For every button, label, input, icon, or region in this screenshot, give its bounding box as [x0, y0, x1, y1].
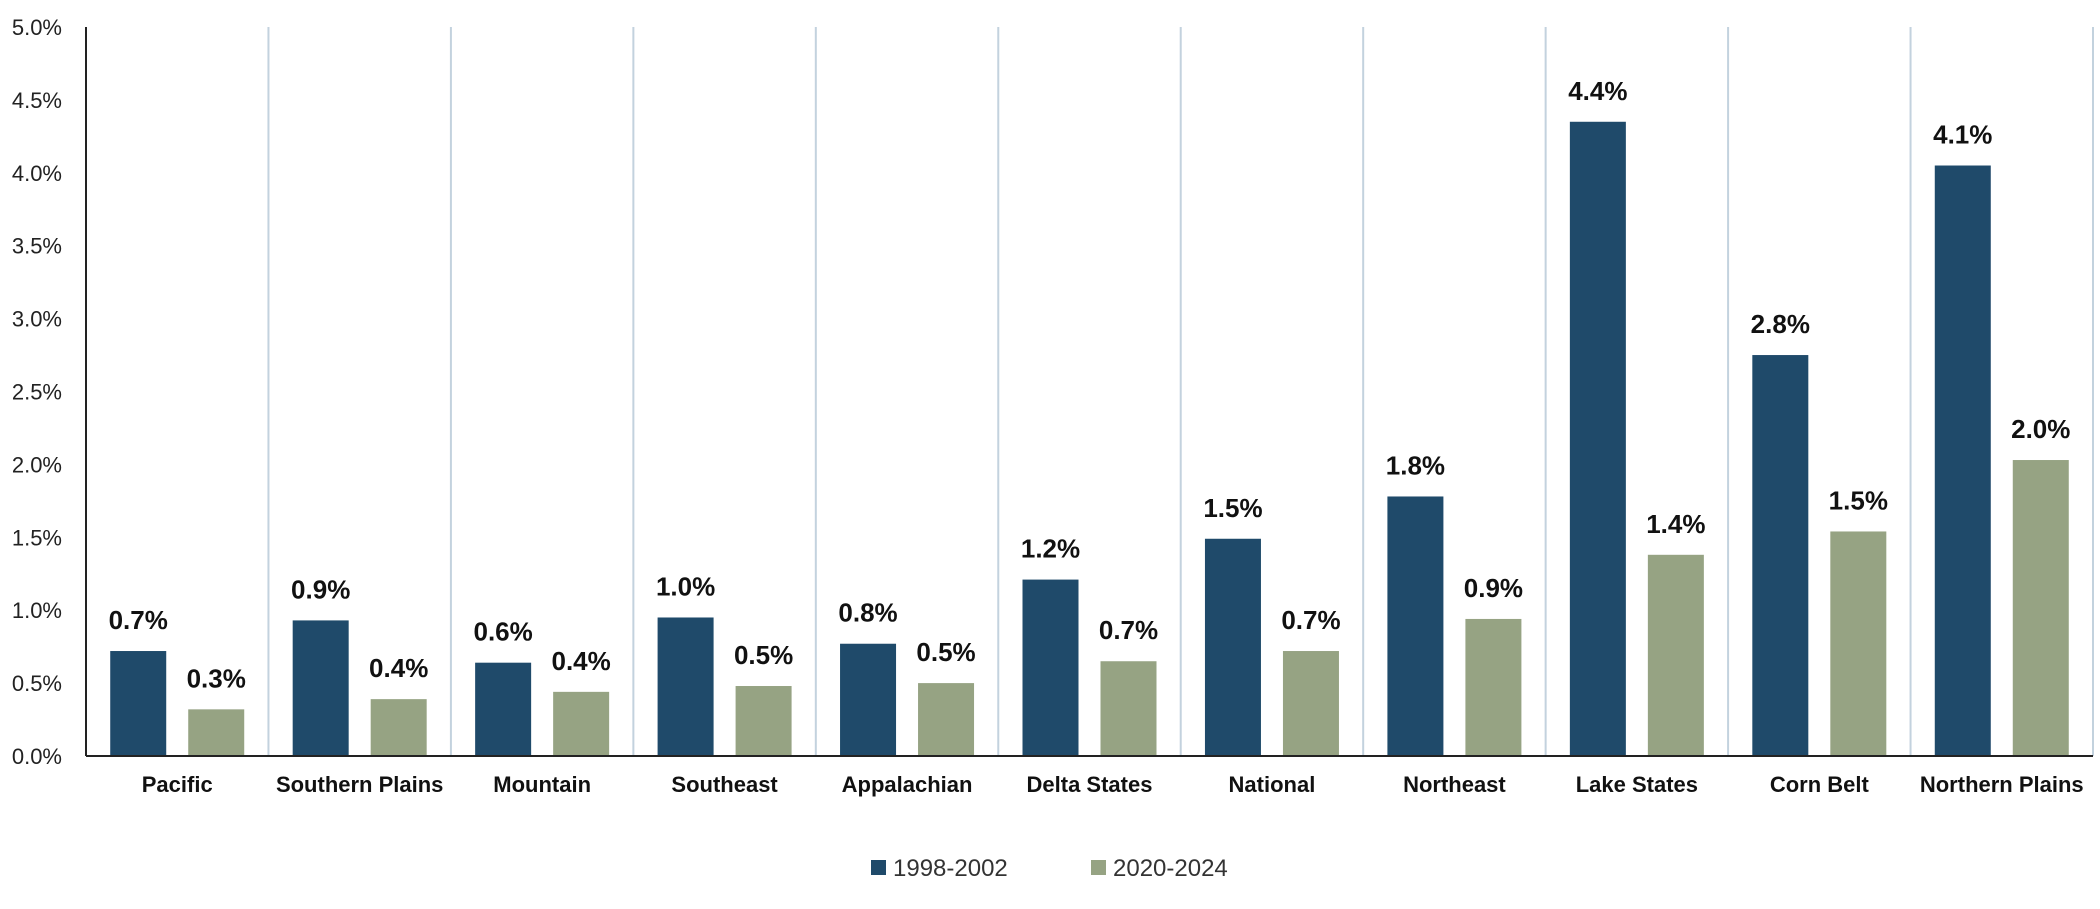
data-labels: 0.7% 0.3% 0.9% 0.4% 0.6% 0.4% 1.0% 0.5% 0.8% 0.5%…	[109, 76, 2071, 694]
bar-series2	[1465, 618, 1522, 756]
bar-series2	[1100, 661, 1157, 756]
y-tick-label: 3.5%	[12, 234, 62, 259]
y-tick-label: 2.5%	[12, 380, 62, 405]
y-tick-label: 2.0%	[12, 452, 62, 477]
bar-series1	[1204, 538, 1261, 756]
data-label: 2.0%	[2011, 414, 2070, 444]
data-label: 0.8%	[838, 598, 897, 628]
bars	[110, 121, 2069, 756]
bar-series2	[2012, 460, 2069, 756]
y-tick-label: 5.0%	[12, 15, 62, 40]
legend-swatch	[1091, 860, 1106, 875]
bar-series1	[1752, 355, 1809, 756]
bar-series1	[292, 620, 349, 756]
y-axis: 0.0% 0.5% 1.0% 1.5% 2.0% 2.5% 3.0% 3.5% 4.0% 4.5%…	[12, 15, 87, 769]
y-tick-label: 0.5%	[12, 671, 62, 696]
bar-series1	[110, 651, 167, 756]
y-tick-label: 1.5%	[12, 525, 62, 550]
bar-series1	[657, 617, 714, 756]
data-label: 0.9%	[1464, 573, 1523, 603]
x-category-label: Mountain	[493, 772, 591, 797]
bar-series1	[475, 662, 532, 756]
x-category-label: Lake States	[1576, 772, 1698, 797]
bar-series2	[553, 691, 610, 756]
data-label: 1.5%	[1829, 485, 1888, 515]
bar-series2	[370, 699, 427, 756]
data-label: 1.8%	[1386, 450, 1445, 480]
data-label: 1.2%	[1021, 534, 1080, 564]
legend-label: 1998-2002	[893, 855, 1008, 882]
data-label: 0.7%	[1099, 615, 1158, 645]
x-axis: Pacific Southern Plains Mountain Southeast A…	[86, 755, 2093, 797]
bar-series1	[1934, 165, 1991, 756]
data-label: 1.0%	[656, 571, 715, 601]
data-label: 0.9%	[291, 574, 350, 604]
data-label: 2.8%	[1751, 309, 1810, 339]
x-category-label: Corn Belt	[1770, 772, 1870, 797]
data-label: 0.4%	[552, 646, 611, 676]
x-category-label: Southeast	[671, 772, 778, 797]
category-separators	[267, 27, 2094, 756]
legend: 1998-2002 2020-2024	[871, 855, 1228, 882]
data-label: 0.6%	[474, 617, 533, 647]
bar-series2	[1830, 531, 1887, 756]
x-category-label: Appalachian	[842, 772, 973, 797]
legend-label: 2020-2024	[1113, 855, 1228, 882]
bar-series1	[1022, 579, 1079, 756]
data-label: 0.4%	[369, 653, 428, 683]
y-tick-label: 4.5%	[12, 88, 62, 113]
data-label: 0.5%	[916, 637, 975, 667]
data-label: 4.1%	[1933, 120, 1992, 150]
data-label: 1.4%	[1646, 509, 1705, 539]
bar-series2	[735, 686, 792, 756]
y-tick-label: 0.0%	[12, 744, 62, 769]
data-label: 0.7%	[109, 605, 168, 635]
bar-series1	[1387, 496, 1444, 756]
x-category-label: Pacific	[142, 772, 213, 797]
y-tick-label: 1.0%	[12, 598, 62, 623]
x-category-label: Northeast	[1403, 772, 1506, 797]
bar-series2	[1282, 651, 1339, 756]
legend-swatch	[871, 860, 886, 875]
data-label: 4.4%	[1568, 76, 1627, 106]
x-category-label: Southern Plains	[276, 772, 443, 797]
data-label: 0.7%	[1281, 605, 1340, 635]
data-label: 0.3%	[187, 663, 246, 693]
y-tick-label: 4.0%	[12, 161, 62, 186]
bar-series2	[918, 683, 975, 756]
data-label: 0.5%	[734, 640, 793, 670]
bar-series1	[840, 643, 897, 756]
data-label: 1.5%	[1203, 493, 1262, 523]
bar-series2	[188, 709, 245, 756]
y-tick-label: 3.0%	[12, 307, 62, 332]
bar-series1	[1569, 121, 1626, 756]
x-category-label: Delta States	[1027, 772, 1153, 797]
x-category-label: Northern Plains	[1920, 772, 2084, 797]
x-category-label: National	[1229, 772, 1316, 797]
bar-series2	[1647, 554, 1704, 756]
